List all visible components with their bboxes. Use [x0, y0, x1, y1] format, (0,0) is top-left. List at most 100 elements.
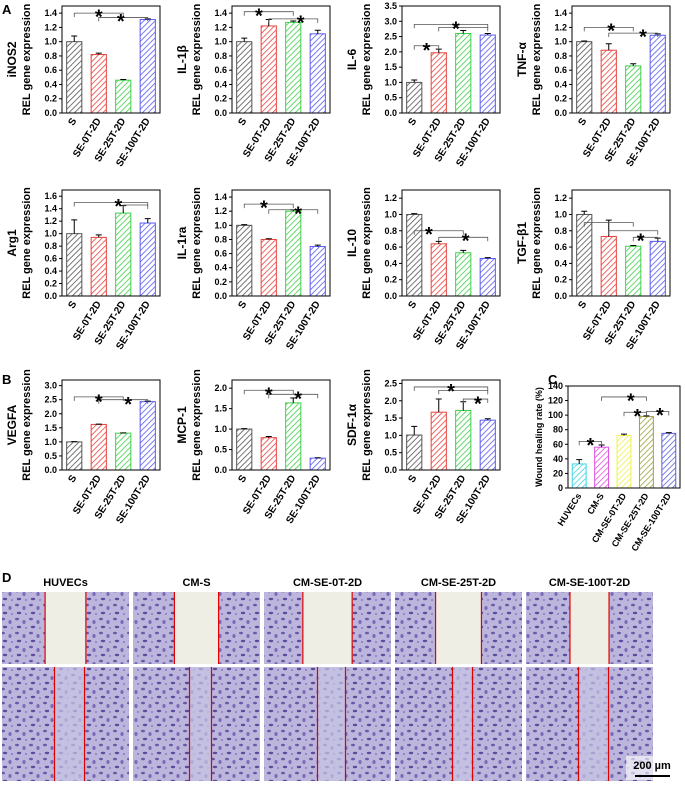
significance-star: *	[639, 27, 647, 49]
y-tick-label: 2.5	[44, 395, 57, 405]
bar	[456, 410, 471, 470]
y-tick-label: 0.6	[554, 65, 567, 75]
bar	[456, 253, 471, 296]
y-tick-label: 1.0	[44, 229, 57, 239]
y-tick-label: 20	[553, 468, 563, 478]
y-tick-label: 0.0	[44, 108, 57, 118]
y-tick-label: 0.2	[44, 94, 57, 104]
y-tick-label: 0.0	[384, 108, 397, 118]
bar	[650, 35, 665, 113]
error-bar	[71, 36, 77, 42]
error-bar	[460, 402, 466, 411]
bar	[116, 213, 131, 296]
y-tick-label: 1.0	[384, 77, 397, 87]
y-tick-label: 0.8	[384, 226, 397, 236]
panel-label: A	[2, 2, 12, 17]
y-tick-label: 1.2	[554, 193, 567, 203]
bar	[140, 223, 155, 296]
significance-star: *	[423, 40, 431, 62]
x-tick-label: S	[236, 473, 249, 485]
y-tick-label: 0.8	[44, 241, 57, 251]
x-tick-label: S	[236, 299, 249, 311]
y-tick-label: 1.2	[214, 22, 227, 32]
y-tick-label: 1.6	[44, 191, 57, 201]
y-tick-label: 1.5	[384, 413, 397, 423]
bar	[116, 80, 131, 113]
bar	[480, 35, 495, 113]
significance-star: *	[637, 231, 645, 253]
y-axis-label: REL gene expression	[191, 187, 203, 299]
y-tick-label: 0.4	[554, 258, 567, 268]
y-tick-label: 0.2	[214, 94, 227, 104]
gene-label: TNF-α	[515, 42, 529, 77]
bar	[116, 433, 131, 470]
x-tick-label: S	[66, 299, 79, 311]
y-tick-label: 1.0	[384, 430, 397, 440]
bar	[431, 53, 446, 113]
panel-label: B	[2, 372, 11, 387]
scale-bar-label: 200 µm	[633, 760, 671, 772]
gene-label: TGF-β1	[515, 222, 529, 264]
scratch-gap	[453, 667, 473, 781]
y-tick-label: 0.4	[214, 79, 227, 89]
gene-label: SDF-1α	[345, 403, 359, 446]
scratch-gap	[55, 667, 85, 781]
x-tick-label: S	[236, 116, 249, 128]
bracket	[244, 204, 293, 208]
y-tick-label: 2.0	[44, 409, 57, 419]
y-tick-label: 0.8	[214, 51, 227, 61]
bar	[577, 42, 592, 113]
x-tick-label: S	[66, 473, 79, 485]
scratch-gap	[174, 592, 218, 664]
y-tick-label: 3.5	[384, 1, 397, 11]
y-tick-label: 0.0	[214, 465, 227, 475]
bar	[67, 42, 82, 113]
significance-star: *	[656, 405, 664, 427]
y-tick-label: 0.0	[214, 108, 227, 118]
y-tick-label: 60	[553, 439, 563, 449]
y-axis-label: REL gene expression	[361, 369, 373, 481]
y-tick-label: 1.4	[554, 8, 567, 18]
gene-label: Arg1	[5, 229, 19, 257]
y-axis-label: REL gene expression	[531, 187, 543, 299]
bar	[601, 50, 616, 113]
micrograph-title: CM-SE-100T-2D	[549, 577, 630, 589]
x-tick-label: CM-S	[585, 491, 606, 516]
y-tick-label: 1.0	[214, 424, 227, 434]
y-tick-label: 0.2	[44, 279, 57, 289]
bar	[310, 458, 325, 470]
y-tick-label: 0.2	[384, 275, 397, 285]
bracket	[602, 397, 647, 401]
y-tick-label: 80	[553, 425, 563, 435]
y-tick-label: 1.2	[214, 206, 227, 216]
bar	[310, 247, 325, 296]
y-tick-label: 1.0	[44, 437, 57, 447]
error-bar	[241, 38, 247, 42]
significance-star: *	[462, 231, 470, 253]
bar	[67, 234, 82, 296]
y-tick-label: 0.2	[554, 94, 567, 104]
x-tick-label: S	[576, 116, 589, 128]
y-tick-label: 0.5	[384, 93, 397, 103]
bar	[431, 412, 446, 470]
bar	[626, 66, 641, 113]
y-tick-label: 0.0	[44, 465, 57, 475]
y-tick-label: 0.5	[214, 445, 227, 455]
y-axis-label: REL gene expression	[361, 187, 373, 299]
significance-star: *	[425, 224, 433, 246]
y-axis-label: REL gene expression	[191, 3, 203, 115]
gene-label: MCP-1	[175, 406, 189, 444]
y-tick-label: 0.4	[44, 266, 57, 276]
bar	[261, 26, 276, 113]
y-tick-label: 0.6	[44, 254, 57, 264]
y-tick-label: 0.4	[554, 79, 567, 89]
y-tick-label: 1.0	[214, 220, 227, 230]
significance-star: *	[265, 384, 273, 406]
y-tick-label: 1.0	[554, 209, 567, 219]
x-tick-label: HUVECs	[556, 491, 584, 527]
y-tick-label: 40	[553, 454, 563, 464]
x-tick-label: S	[576, 299, 589, 311]
y-tick-label: 0.0	[44, 291, 57, 301]
